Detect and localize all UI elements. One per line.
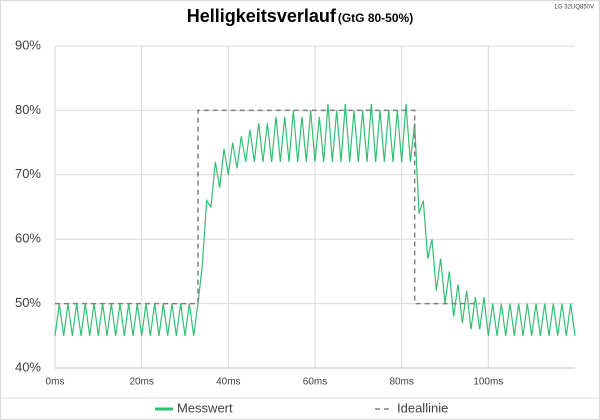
chart-title: Helligkeitsverlauf (187, 6, 337, 26)
series-line (54, 103, 576, 336)
y-tick-label: 70% (15, 166, 41, 181)
y-tick-label: 90% (15, 37, 41, 52)
x-tick-label: 100ms (473, 377, 503, 388)
y-tick-label: 40% (15, 359, 41, 374)
x-tick-label: 60ms (303, 377, 327, 388)
x-tick-label: 80ms (389, 377, 413, 388)
annotation: LG 32UQ850V (555, 5, 594, 11)
y-tick-label: 60% (15, 231, 41, 246)
y-tick-label: 80% (15, 102, 41, 117)
x-tick-label: 40ms (216, 377, 240, 388)
x-tick-label: 0ms (46, 377, 65, 388)
legend-label: Messwert (177, 400, 233, 415)
x-tick-label: 20ms (129, 377, 153, 388)
chart-subtitle: (GtG 80-50%) (338, 11, 413, 25)
legend-label: Ideallinie (397, 400, 448, 415)
series-line (55, 109, 480, 305)
y-tick-label: 50% (15, 295, 41, 310)
